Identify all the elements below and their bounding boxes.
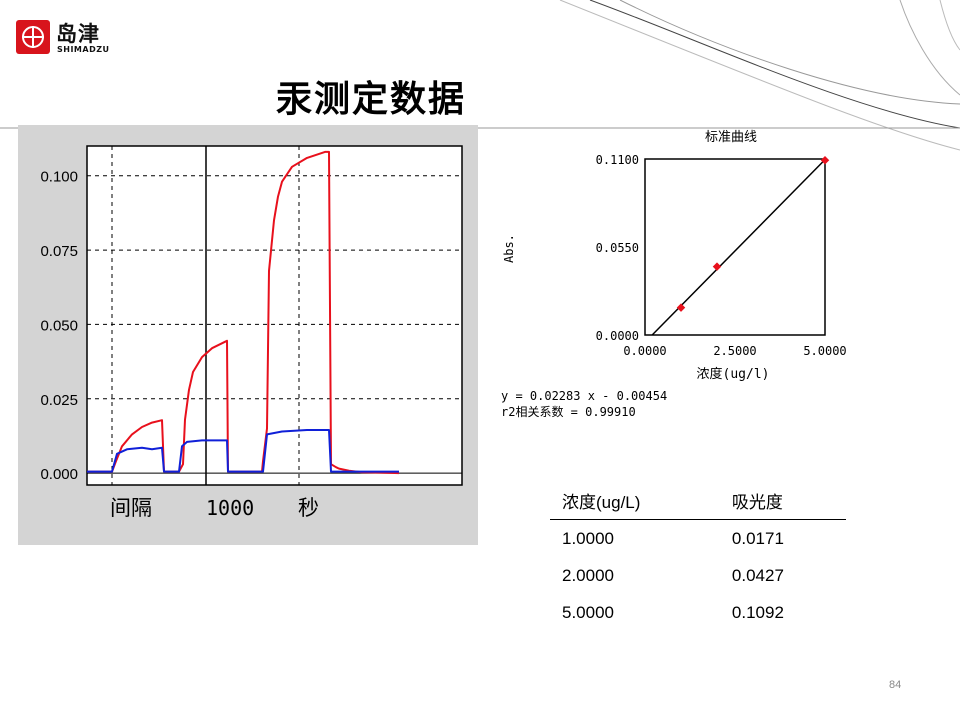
cal-y-tick-label: 0.0550 [596,241,639,255]
ts-y-tick-label: 0.000 [40,466,78,483]
cal-xlabel: 浓度(ug/l) [697,366,770,382]
slide-title: 汞测定数据 [276,79,467,120]
table-row: 2.0000 0.0427 [550,557,846,594]
calibration-chart: 标准曲线 0.1100 0.0550 0.0000 0.0000 2.5000 5.000… [495,125,875,425]
concentration-table: 浓度(ug/L) 吸光度 1.0000 0.0171 2.0000 0.0427… [550,480,846,631]
ts-xlabel-interval: 间隔 [110,496,152,520]
time-series-chart: 0.100 0.075 0.050 0.025 0.000 间隔 1000 秒 [18,125,478,545]
correlation-coefficient: r2相关系数 = 0.99910 [501,405,636,419]
cell-concentration: 2.0000 [562,565,614,585]
cal-y-tick-label: 0.0000 [596,329,639,343]
cell-absorbance: 0.0171 [731,528,784,548]
shimadzu-emblem-icon [16,20,50,54]
col-header-concentration: 浓度(ug/L) [550,480,720,520]
cell-absorbance: 0.0427 [731,565,784,585]
cal-y-tick-label: 0.1100 [596,153,639,167]
ts-y-tick-label: 0.050 [40,317,78,334]
cal-title: 标准曲线 [705,130,757,145]
regression-info: y = 0.02283 x - 0.00454 r2相关系数 = 0.99910 [501,388,667,420]
cal-ylabel: Abs. [502,234,516,263]
ts-y-tick-label: 0.025 [40,392,78,409]
logo-english-name: SHIMADZU [57,45,110,54]
table-header-row: 浓度(ug/L) 吸光度 [550,480,846,520]
cell-absorbance: 0.1092 [731,602,784,622]
cal-plot-area [644,158,826,336]
ts-series-line [87,429,399,473]
cal-x-tick-label: 0.0000 [623,344,666,358]
shimadzu-logo: 岛津 SHIMADZU [16,18,136,58]
table-row: 1.0000 0.0171 [550,520,846,558]
ts-y-tick-label: 0.100 [40,169,78,186]
ts-plot-area [86,145,463,486]
ts-xlabel-value: 1000 [206,496,254,520]
regression-equation: y = 0.02283 x - 0.00454 [501,389,668,403]
cell-concentration: 5.0000 [562,602,614,622]
table-row: 5.0000 0.1092 [550,594,846,631]
logo-chinese-name: 岛津 [56,22,100,46]
cal-data-point [712,262,722,271]
ts-y-tick-label: 0.075 [40,243,78,260]
col-header-absorbance: 吸光度 [719,480,846,520]
ts-xlabel-seconds: 秒 [298,496,319,520]
cell-concentration: 1.0000 [562,528,614,548]
page-number: 84 [889,679,902,691]
cal-x-tick-label: 2.5000 [713,344,756,358]
cal-x-tick-label: 5.0000 [803,344,846,358]
